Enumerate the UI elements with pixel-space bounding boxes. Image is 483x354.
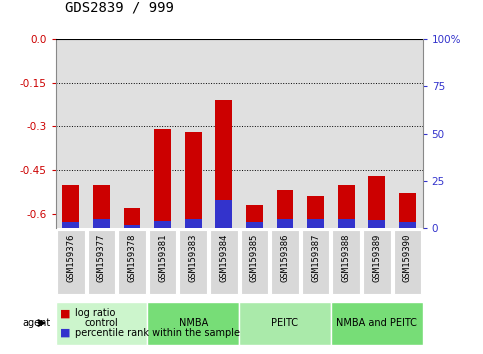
Bar: [56, 39, 86, 228]
Text: GSM159389: GSM159389: [372, 234, 381, 282]
Bar: [215, 200, 232, 228]
Text: GSM159390: GSM159390: [403, 234, 412, 282]
Text: GSM159384: GSM159384: [219, 234, 228, 282]
Text: GSM159386: GSM159386: [281, 234, 289, 282]
Text: GSM159385: GSM159385: [250, 234, 259, 282]
Bar: [331, 39, 361, 228]
Bar: [93, 219, 110, 228]
Bar: [338, 185, 355, 228]
FancyBboxPatch shape: [118, 230, 146, 294]
Text: GSM159388: GSM159388: [341, 234, 351, 282]
Text: PEITC: PEITC: [271, 318, 298, 328]
Bar: [185, 132, 201, 228]
FancyBboxPatch shape: [331, 302, 423, 344]
Bar: [154, 129, 171, 228]
FancyBboxPatch shape: [332, 230, 360, 294]
Bar: [246, 222, 263, 228]
FancyBboxPatch shape: [56, 302, 147, 344]
Bar: [246, 205, 263, 228]
Bar: [147, 39, 178, 228]
Bar: [124, 224, 141, 228]
Bar: [239, 39, 270, 228]
Text: GSM159383: GSM159383: [189, 234, 198, 282]
Bar: [369, 220, 385, 228]
FancyBboxPatch shape: [180, 230, 207, 294]
Bar: [86, 39, 117, 228]
Text: control: control: [85, 318, 118, 328]
Text: GSM159378: GSM159378: [128, 234, 137, 282]
Bar: [307, 196, 324, 228]
Bar: [361, 39, 392, 228]
Text: percentile rank within the sample: percentile rank within the sample: [75, 328, 240, 338]
FancyBboxPatch shape: [363, 230, 390, 294]
Bar: [399, 193, 416, 228]
Bar: [178, 39, 209, 228]
Text: GSM159376: GSM159376: [66, 234, 75, 282]
Bar: [62, 222, 79, 228]
Text: GDS2839 / 999: GDS2839 / 999: [65, 0, 174, 14]
Text: ■: ■: [60, 328, 71, 338]
Bar: [338, 219, 355, 228]
FancyBboxPatch shape: [149, 230, 176, 294]
Bar: [154, 221, 171, 228]
Bar: [399, 222, 416, 228]
Text: NMBA: NMBA: [179, 318, 208, 328]
Text: log ratio: log ratio: [75, 308, 115, 318]
Text: GSM159381: GSM159381: [158, 234, 167, 282]
Bar: [277, 219, 293, 228]
Text: ■: ■: [60, 308, 71, 318]
Bar: [277, 190, 293, 228]
Bar: [307, 219, 324, 228]
Bar: [215, 100, 232, 228]
Text: GSM159377: GSM159377: [97, 234, 106, 282]
FancyBboxPatch shape: [147, 302, 239, 344]
Text: agent: agent: [23, 318, 51, 328]
FancyBboxPatch shape: [210, 230, 238, 294]
Bar: [369, 176, 385, 228]
FancyBboxPatch shape: [241, 230, 268, 294]
Text: NMBA and PEITC: NMBA and PEITC: [336, 318, 417, 328]
Bar: [185, 219, 201, 228]
FancyBboxPatch shape: [88, 230, 115, 294]
Bar: [209, 39, 239, 228]
Bar: [62, 185, 79, 228]
FancyBboxPatch shape: [239, 302, 331, 344]
Text: GSM159387: GSM159387: [311, 234, 320, 282]
Bar: [270, 39, 300, 228]
Bar: [117, 39, 147, 228]
Bar: [392, 39, 423, 228]
Bar: [124, 208, 141, 228]
FancyBboxPatch shape: [57, 230, 85, 294]
FancyBboxPatch shape: [394, 230, 421, 294]
FancyBboxPatch shape: [271, 230, 298, 294]
Bar: [93, 185, 110, 228]
FancyBboxPatch shape: [302, 230, 329, 294]
Bar: [300, 39, 331, 228]
